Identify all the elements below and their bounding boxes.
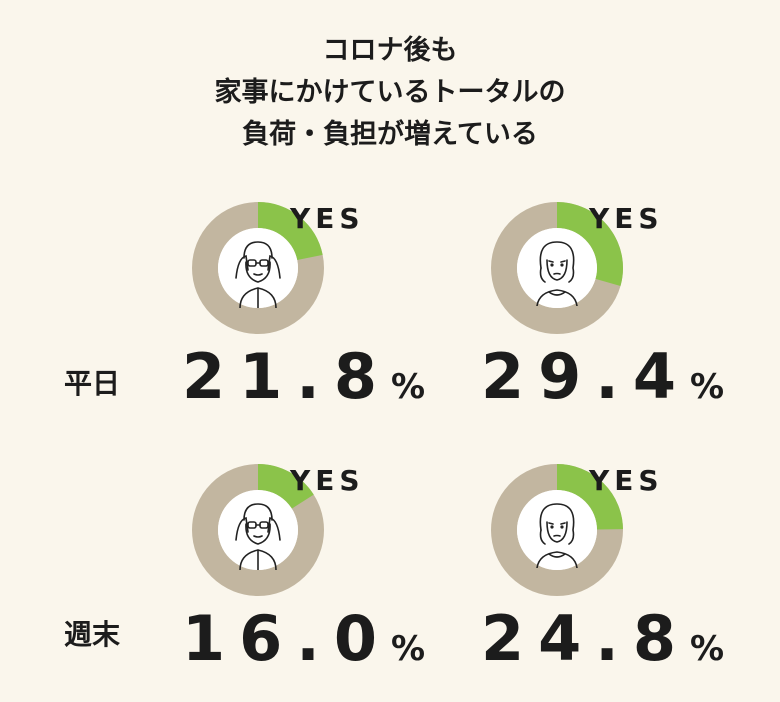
percent-sign: % (689, 367, 725, 407)
percent-sign: % (689, 629, 725, 669)
donut-hole (218, 228, 298, 308)
donut-yes-slice (556, 464, 623, 531)
donut-chart (192, 464, 324, 596)
donut-panel-weekend-woman: YES 24.8% (481, 462, 780, 682)
donut-panel-weekday-woman: YES 29.4% (481, 200, 780, 420)
donut-panel-weekend-man: YES 16.0% (182, 462, 490, 682)
percent-value: 29.4% (481, 340, 724, 413)
row-label-weekday: 平日 (64, 367, 121, 400)
yes-label: YES (290, 202, 365, 235)
percent-number: 29.4 (481, 340, 690, 413)
donut-chart (192, 202, 324, 334)
yes-label: YES (589, 202, 664, 235)
percent-sign: % (390, 629, 426, 669)
yes-label: YES (589, 464, 664, 497)
man-covering-ears-icon (235, 503, 281, 570)
donut-chart (491, 202, 623, 334)
donut-chart (491, 464, 623, 596)
title-line-3: 負荷・負担が増えている (242, 119, 538, 150)
row-label-weekend: 週末 (64, 618, 121, 651)
donut-hole (517, 490, 597, 570)
donut-yes-slice (257, 464, 314, 510)
donut-yes-slice (556, 202, 623, 287)
percent-number: 24.8 (481, 602, 690, 675)
donut-yes-slice (257, 202, 323, 261)
worried-woman-icon (536, 503, 578, 568)
donut-hole (517, 228, 597, 308)
percent-value: 24.8% (481, 602, 724, 675)
yes-label: YES (290, 464, 365, 497)
percent-value: 21.8% (182, 340, 425, 413)
worried-woman-icon (536, 241, 578, 306)
man-covering-ears-icon (235, 241, 281, 308)
percent-number: 21.8 (182, 340, 391, 413)
chart-title: コロナ後も 家事にかけているトータルの 負荷・負担が増えている (0, 30, 780, 156)
donut-hole (218, 490, 298, 570)
title-line-2: 家事にかけているトータルの (214, 77, 566, 108)
percent-number: 16.0 (182, 602, 391, 675)
percent-value: 16.0% (182, 602, 425, 675)
donut-panel-weekday-man: YES 21.8% (182, 200, 490, 420)
title-line-1: コロナ後も (322, 35, 458, 66)
percent-sign: % (390, 367, 426, 407)
